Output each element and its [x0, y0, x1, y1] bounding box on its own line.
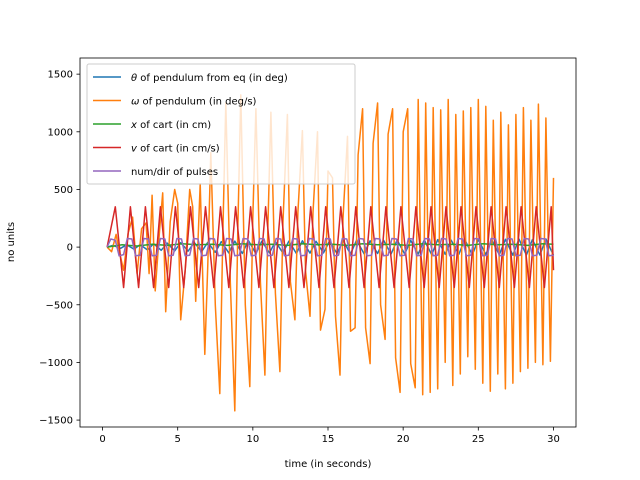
x-tick-label: 25 [472, 434, 485, 445]
y-tick-label: 0 [67, 243, 73, 254]
x-tick-label: 15 [322, 434, 335, 445]
legend-box [86, 63, 356, 185]
legend-label-pulses: num/dir of pulses [131, 167, 218, 178]
y-tick-label: 500 [54, 185, 73, 196]
x-tick-label: 5 [175, 434, 181, 445]
x-axis: 0 5 10 15 20 25 30 [99, 427, 560, 445]
legend-label-x: x of cart (in cm) [130, 120, 211, 131]
legend-label-theta: θ of pendulum from eq (in deg) [131, 73, 288, 84]
x-tick-label: 10 [246, 434, 259, 445]
legend-label-v: v of cart (in cm/s) [131, 144, 220, 155]
y-axis: −1500 −1000 −500 0 500 1000 1500 [39, 70, 80, 427]
y-tick-label: 1500 [48, 70, 73, 81]
y-tick-label: −500 [46, 300, 73, 311]
x-tick-label: 20 [397, 434, 410, 445]
legend: θ of pendulum from eq (in deg) ω of pendu… [86, 63, 356, 185]
y-tick-label: −1000 [39, 358, 73, 369]
x-tick-label: 0 [99, 434, 105, 445]
y-axis-label: no units [6, 222, 17, 262]
x-axis-label: time (in seconds) [285, 459, 372, 470]
series-line-pulses [106, 237, 554, 257]
legend-label-omega: ω of pendulum (in deg/s) [131, 97, 257, 108]
y-tick-label: −1500 [39, 416, 73, 427]
x-tick-label: 30 [547, 434, 560, 445]
series-line-v [106, 206, 555, 289]
y-tick-label: 1000 [48, 127, 73, 138]
